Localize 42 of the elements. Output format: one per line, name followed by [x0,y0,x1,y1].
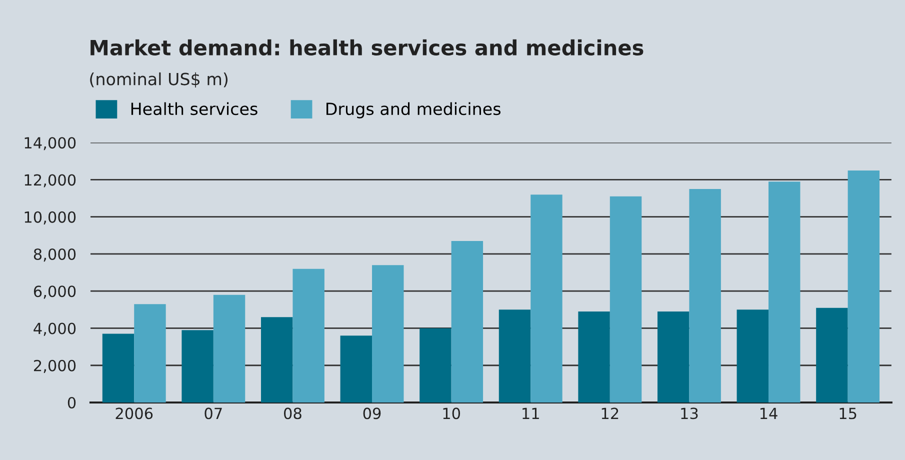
bar [530,194,562,402]
y-tick-label: 14,000 [24,137,76,150]
bar [340,336,372,402]
bar [372,265,404,402]
chart-subtitle: (nominal US$ m) [90,72,228,88]
legend-label: Drugs and medicines [326,102,501,118]
y-tick-label: 6,000 [34,286,76,299]
bar [292,268,324,402]
x-tick-label: 12 [602,408,618,419]
x-tick-label: 14 [760,408,778,419]
legend-label: Health services [131,102,258,116]
y-tick-label: 10,000 [24,211,76,224]
y-tick-label: 0 [68,396,76,409]
bar [102,334,134,402]
x-tick-label: 11 [522,408,539,419]
bar [498,310,531,402]
bar [213,294,246,402]
x-tick-label: 07 [204,408,222,420]
bar [816,308,848,402]
bar [134,304,166,402]
bar [451,240,484,402]
x-tick-label: 10 [443,408,460,420]
bar [182,330,214,402]
bar [657,312,690,402]
x-tick-label: 08 [284,408,302,420]
bar [610,196,642,402]
bar [736,310,769,402]
bar [689,189,721,402]
x-tick-label: 09 [363,408,381,420]
x-tick-label: 2006 [116,408,153,420]
bar [848,170,880,402]
y-tick-label: 2,000 [34,360,76,373]
bar [260,317,293,402]
x-tick-label: 15 [840,408,856,420]
bar [420,328,452,402]
x-tick-label: 13 [681,408,698,420]
y-tick-label: 4,000 [34,322,76,336]
chart-title: Market demand: health services and medicines [90,39,644,56]
bar [768,182,800,402]
bar [578,312,610,402]
y-tick-label: 8,000 [34,248,76,262]
y-tick-label: 12,000 [24,174,76,188]
